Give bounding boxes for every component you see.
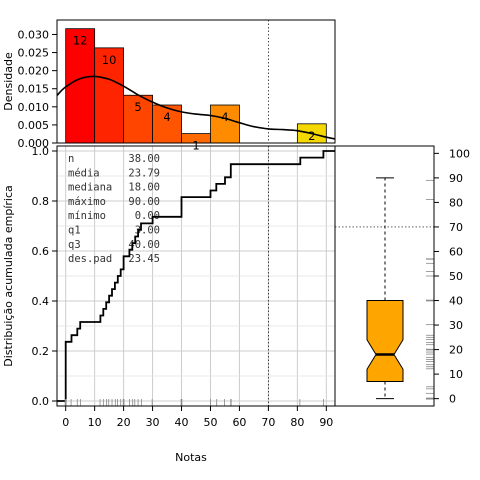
ecdf-y-label: Distribuição acumulada empírica (2, 185, 15, 367)
boxplot-rug (426, 179, 434, 400)
boxplot-y-tick-label: 80 (449, 196, 463, 209)
ecdf-grid (57, 146, 335, 406)
stat-value: 18.00 (128, 182, 160, 194)
ecdf-x-tick-label: 50 (203, 416, 217, 429)
ecdf-y-tick-label: 0.2 (32, 345, 50, 358)
boxplot-y-tick-label: 50 (449, 270, 463, 283)
density-curve (56, 75, 336, 140)
x-axis-label: Notas (175, 451, 207, 464)
ecdf-x-tick-label: 40 (175, 416, 189, 429)
stat-value: 23.79 (128, 167, 160, 179)
stat-value: 23.45 (128, 253, 160, 265)
boxplot-y-ticks: 0 10 20 30 40 50 60 70 80 90 100 (434, 147, 470, 406)
ecdf-step-line (57, 150, 335, 402)
ecdf-rug (64, 399, 324, 406)
histogram-y-ticks: 0.000 0.005 0.010 0.015 0.020 0.025 0.030 (18, 28, 57, 150)
boxplot-y-tick-label: 0 (449, 393, 456, 406)
boxplot-panel: 0 10 20 30 40 50 60 70 80 90 100 (334, 145, 470, 407)
stat-label: q1 (68, 225, 81, 237)
stat-label: q3 (68, 239, 81, 251)
boxplot-y-tick-label: 30 (449, 319, 463, 332)
boxplot-y-tick-label: 70 (449, 221, 463, 234)
stat-label: média (68, 167, 100, 179)
bin-count-label: 4 (163, 110, 170, 124)
boxplot-y-tick-label: 90 (449, 172, 463, 185)
stat-label: des.pad (68, 253, 112, 265)
histogram-y-tick-label: 0.000 (18, 137, 50, 150)
histogram-y-tick-label: 0.015 (18, 83, 50, 96)
ecdf-x-tick-label: 90 (319, 416, 333, 429)
histogram-bar (94, 47, 125, 144)
bin-count-label: 12 (73, 34, 88, 48)
ecdf-x-ticks: 0 10 20 30 40 50 60 70 80 90 (62, 406, 333, 429)
histogram-y-tick-label: 0.030 (18, 28, 50, 41)
boxplot-y-tick-label: 100 (449, 147, 470, 160)
bin-count-label: 5 (134, 100, 141, 114)
ecdf-x-tick-label: 10 (88, 416, 102, 429)
stat-value: 0.00 (135, 210, 160, 222)
ecdf-y-tick-label: 0.4 (32, 295, 50, 308)
histogram-bar (65, 28, 96, 144)
histogram-y-tick-label: 0.005 (18, 119, 50, 132)
boxplot-box (366, 300, 404, 382)
boxplot-y-tick-label: 60 (449, 245, 463, 258)
ecdf-panel: n 38.00 média 23.79 mediana 18.00 máximo 90.00 m… (2, 145, 336, 464)
stat-label: n (68, 153, 74, 165)
ecdf-x-tick-label: 70 (261, 416, 275, 429)
stat-label: máximo (68, 196, 106, 208)
histogram-y-tick-label: 0.025 (18, 47, 50, 60)
ecdf-x-tick-label: 60 (232, 416, 246, 429)
stat-value: 40.00 (128, 239, 160, 251)
ecdf-x-tick-label: 0 (62, 416, 69, 429)
histogram-frame (56, 19, 336, 144)
bin-count-label: 2 (308, 129, 315, 143)
bin-count-label: 10 (102, 53, 117, 67)
ecdf-y-tick-label: 1.0 (32, 145, 50, 158)
stat-value: 90.00 (128, 196, 160, 208)
boxplot-y-tick-label: 40 (449, 295, 463, 308)
boxplot-frame (334, 145, 435, 407)
ecdf-x-tick-label: 80 (290, 416, 304, 429)
stat-value: 38.00 (128, 153, 160, 165)
stat-label: mediana (68, 182, 112, 194)
ecdf-y-tick-label: 0.8 (32, 195, 50, 208)
ecdf-y-ticks: 0.0 0.2 0.4 0.6 0.8 1.0 (32, 145, 57, 408)
summary-statistics: n 38.00 média 23.79 mediana 18.00 máximo 90.00 m… (68, 153, 160, 265)
boxplot-y-tick-label: 10 (449, 368, 463, 381)
bin-count-label: 4 (221, 110, 228, 124)
stat-label: mínimo (68, 210, 106, 222)
ecdf-y-tick-label: 0.0 (32, 395, 50, 408)
histogram-y-label: Densidade (2, 52, 15, 111)
histogram-y-tick-label: 0.020 (18, 65, 50, 78)
ecdf-x-tick-label: 30 (146, 416, 160, 429)
histogram-y-tick-label: 0.010 (18, 101, 50, 114)
ecdf-x-tick-label: 20 (117, 416, 131, 429)
boxplot-y-tick-label: 20 (449, 344, 463, 357)
histogram-bars (65, 28, 327, 144)
ecdf-y-tick-label: 0.6 (32, 245, 50, 258)
